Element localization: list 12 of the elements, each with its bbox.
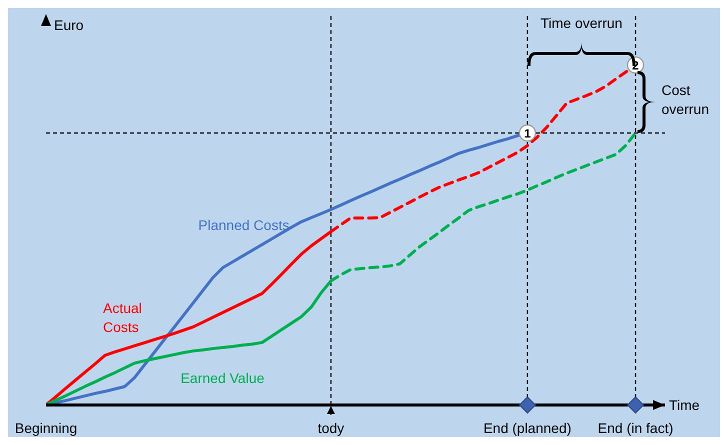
series-label: Planned Costs <box>198 216 290 233</box>
annotation: Cost overrun <box>662 82 709 117</box>
y-axis-title: Euro <box>54 17 84 33</box>
series-label: Earned Value <box>180 370 265 386</box>
x-tick-label: Beginning <box>14 420 78 436</box>
x-tick-label: End (in fact) <box>598 420 674 436</box>
x-tick-label: End (planned) <box>483 420 572 436</box>
series-label: Actual Costs <box>102 300 142 336</box>
text: Time overrun <box>540 15 622 31</box>
x-tick-label: tody <box>318 420 344 436</box>
x-axis-title: Time <box>669 397 700 413</box>
annotation: 1 <box>524 126 532 140</box>
